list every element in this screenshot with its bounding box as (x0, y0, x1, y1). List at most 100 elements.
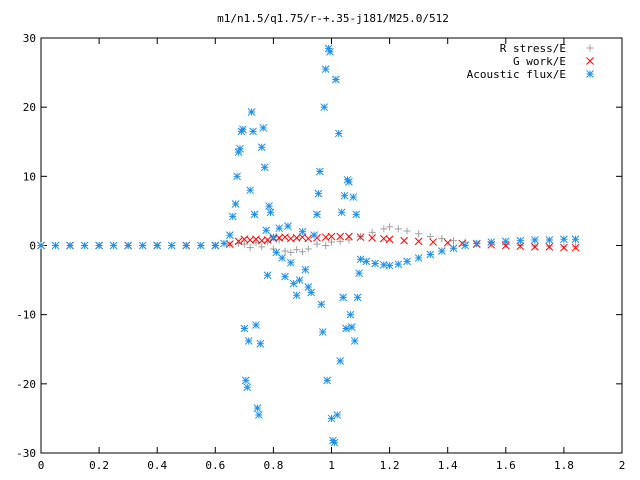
data-point (438, 235, 446, 243)
series-2 (37, 44, 580, 447)
legend-marker (586, 44, 594, 52)
data-point (153, 241, 162, 250)
data-point (249, 127, 257, 136)
data-point (545, 243, 554, 251)
data-point (321, 65, 330, 73)
data-point (109, 241, 118, 250)
data-point (449, 244, 458, 253)
x-tick-label: 1.6 (496, 459, 516, 472)
data-point (225, 231, 234, 239)
data-point (403, 227, 411, 235)
data-point (256, 339, 265, 348)
data-point (262, 226, 270, 235)
data-point (352, 210, 361, 219)
x-tick-label: 1.4 (438, 459, 458, 472)
data-point (516, 236, 525, 245)
data-point (330, 438, 339, 447)
data-point (246, 244, 254, 252)
data-point (414, 254, 423, 262)
y-tick-label: 20 (23, 101, 36, 114)
data-point (263, 271, 272, 280)
data-point (314, 189, 323, 198)
data-point (292, 291, 301, 300)
data-point (313, 210, 321, 219)
data-point (239, 125, 247, 134)
data-point (530, 236, 539, 244)
data-point (438, 247, 446, 255)
data-point (247, 108, 256, 116)
data-point (259, 124, 268, 132)
data-point (301, 265, 310, 274)
data-point (385, 235, 394, 244)
data-point (350, 337, 359, 345)
data-point (349, 193, 358, 201)
data-point (380, 225, 388, 233)
data-point (66, 241, 74, 250)
data-point (231, 200, 240, 208)
legend-label: G work/E (513, 55, 566, 68)
x-tick-label: 0 (38, 459, 45, 472)
data-point (37, 241, 45, 250)
y-tick-label: -20 (16, 378, 36, 391)
data-point (310, 231, 318, 239)
data-point (368, 234, 377, 242)
x-tick-label: 1.8 (554, 459, 574, 472)
data-point (124, 241, 133, 250)
data-point (323, 376, 331, 385)
data-point (281, 272, 289, 281)
data-point (327, 232, 336, 241)
y-tick-label: -30 (16, 447, 36, 460)
data-point (362, 257, 371, 266)
data-point (571, 235, 580, 244)
data-point (240, 324, 249, 333)
data-point (339, 293, 347, 302)
x-tick-label: 1.2 (380, 459, 400, 472)
data-point (560, 243, 568, 252)
legend-marker (586, 70, 594, 78)
data-point (293, 246, 301, 254)
data-point (252, 239, 260, 247)
data-marks (37, 44, 580, 447)
data-point (316, 167, 324, 176)
data-point (182, 241, 191, 250)
data-point (356, 233, 365, 242)
data-point (234, 237, 243, 246)
data-point (487, 238, 496, 246)
data-point (342, 324, 350, 333)
x-tick-label: 1 (328, 459, 335, 472)
data-point (233, 172, 241, 181)
data-point (252, 235, 260, 244)
data-point (266, 208, 275, 217)
data-point (429, 238, 438, 246)
data-point (253, 404, 262, 412)
data-point (298, 248, 306, 256)
data-point (501, 237, 510, 246)
data-point (414, 237, 423, 246)
data-point (255, 411, 263, 419)
data-point (337, 208, 346, 217)
data-point (295, 276, 304, 284)
x-tick-label: 0.4 (147, 459, 167, 472)
data-point (275, 224, 284, 233)
legend-marker (586, 57, 594, 65)
data-point (345, 232, 353, 241)
data-point (386, 223, 394, 231)
data-point (244, 337, 253, 345)
data-point (426, 250, 435, 259)
data-point (353, 293, 362, 302)
data-point (220, 239, 228, 248)
data-point (298, 227, 307, 236)
data-point (403, 257, 411, 266)
data-point (80, 241, 89, 250)
data-point (286, 258, 295, 267)
data-point (240, 240, 248, 248)
data-point (265, 202, 273, 210)
data-point (258, 243, 266, 251)
data-point (298, 233, 307, 242)
data-point (250, 210, 259, 219)
data-point (236, 144, 244, 153)
data-point (333, 411, 342, 419)
data-point (472, 239, 481, 248)
legend-label: Acoustic flux/E (467, 68, 566, 81)
